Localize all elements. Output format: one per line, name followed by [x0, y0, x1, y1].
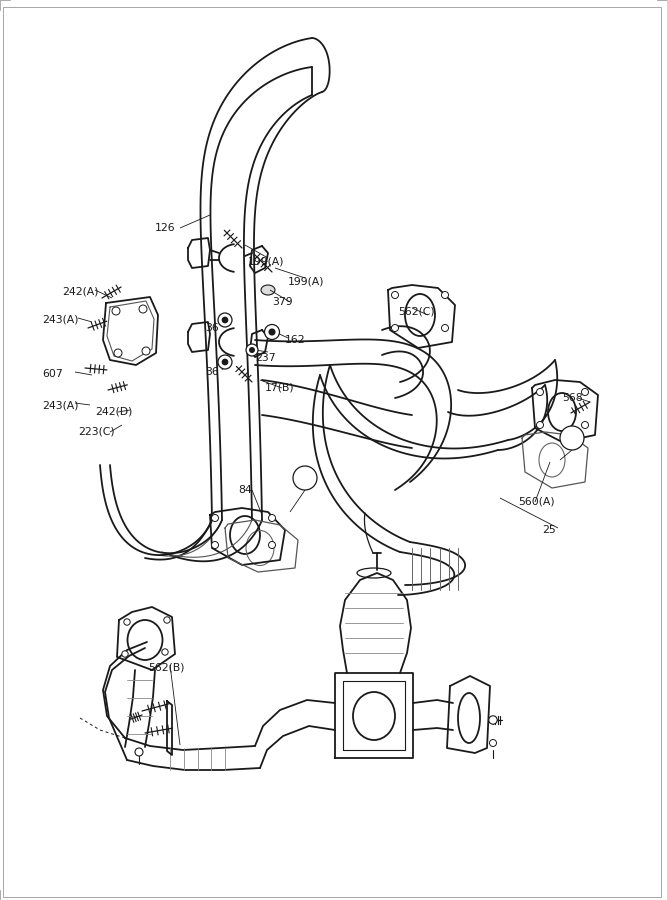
Circle shape [442, 292, 448, 299]
Circle shape [536, 389, 544, 395]
Text: 242(D): 242(D) [95, 407, 132, 417]
Circle shape [560, 426, 584, 450]
Text: A: A [569, 434, 575, 443]
Circle shape [222, 359, 227, 364]
Text: 199(A): 199(A) [248, 257, 285, 267]
Circle shape [114, 349, 122, 357]
Text: 237: 237 [255, 353, 275, 363]
Text: 17(B): 17(B) [265, 383, 295, 393]
Circle shape [112, 307, 120, 315]
Text: 562(C): 562(C) [398, 307, 435, 317]
Circle shape [442, 325, 448, 331]
Circle shape [135, 748, 143, 756]
Circle shape [490, 740, 496, 746]
Text: 223(C): 223(C) [78, 427, 115, 437]
Circle shape [269, 329, 275, 335]
Text: B: B [302, 473, 308, 482]
Text: 560(A): 560(A) [518, 497, 555, 507]
Circle shape [162, 649, 168, 655]
Text: 162: 162 [285, 335, 305, 345]
Circle shape [582, 389, 588, 395]
Circle shape [489, 716, 497, 724]
Text: 243(A): 243(A) [42, 400, 79, 410]
Text: 36: 36 [205, 367, 219, 377]
Circle shape [222, 318, 227, 323]
Circle shape [582, 421, 588, 428]
Circle shape [249, 347, 254, 352]
Circle shape [139, 305, 147, 313]
Text: 562(B): 562(B) [148, 663, 185, 673]
Text: 243(A): 243(A) [42, 315, 79, 325]
Text: 126: 126 [155, 223, 175, 233]
Ellipse shape [261, 285, 275, 295]
Text: 607: 607 [42, 369, 63, 379]
Circle shape [218, 355, 232, 369]
Circle shape [269, 515, 275, 521]
Circle shape [211, 515, 219, 521]
Circle shape [218, 313, 232, 327]
Circle shape [293, 466, 317, 490]
Circle shape [164, 616, 170, 623]
Circle shape [211, 542, 219, 548]
Circle shape [265, 325, 279, 339]
Text: 84: 84 [238, 485, 251, 495]
Text: 36: 36 [205, 323, 219, 333]
Circle shape [246, 344, 258, 356]
Text: 25: 25 [542, 525, 556, 535]
Circle shape [269, 542, 275, 548]
Text: 199(A): 199(A) [288, 277, 325, 287]
Text: 379: 379 [272, 297, 293, 307]
Circle shape [124, 619, 130, 625]
Circle shape [122, 651, 128, 657]
Text: 568: 568 [562, 393, 583, 403]
Circle shape [142, 347, 150, 355]
Circle shape [392, 292, 398, 299]
Circle shape [392, 325, 398, 331]
Circle shape [536, 421, 544, 428]
Text: 242(A): 242(A) [62, 287, 99, 297]
